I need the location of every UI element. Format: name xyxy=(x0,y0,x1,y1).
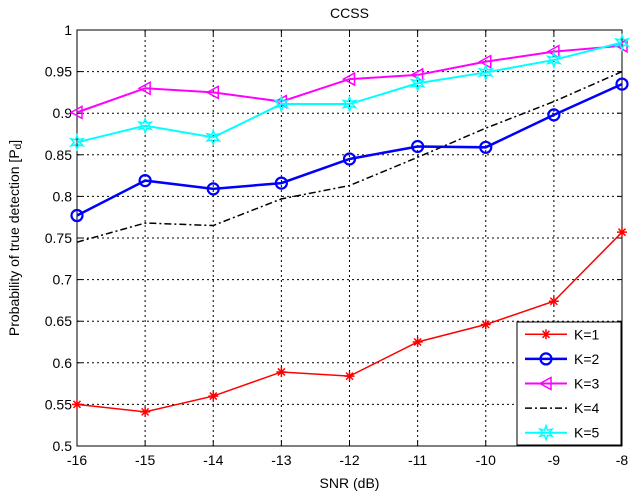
y-axis-label: Probability of true detection [Pd] xyxy=(6,140,24,336)
data-point xyxy=(548,296,559,307)
legend: K=1 K=2 K=3 K=4 K=5 xyxy=(516,321,622,446)
x-axis-label: SNR (dB) xyxy=(320,475,380,491)
y-tick-label: 0.8 xyxy=(53,188,73,204)
legend-label: K=5 xyxy=(574,425,600,441)
y-tick-label: 0.75 xyxy=(45,230,72,246)
data-point xyxy=(545,50,562,70)
data-point xyxy=(205,85,219,100)
data-point xyxy=(206,182,220,196)
x-tick-label: -13 xyxy=(271,452,291,468)
x-tick-label: -8 xyxy=(616,452,629,468)
y-tick-label: 0.7 xyxy=(53,272,73,288)
data-point xyxy=(411,139,425,154)
legend-item: K=3 xyxy=(525,376,600,392)
legend-marker xyxy=(539,352,553,366)
legend-label: K=3 xyxy=(574,376,600,392)
x-tick-label: -15 xyxy=(135,452,155,468)
series-line xyxy=(76,70,623,243)
data-point xyxy=(613,33,631,52)
legend-marker xyxy=(537,423,555,443)
x-tick-label: -10 xyxy=(476,452,496,468)
y-tick-label: 0.55 xyxy=(45,396,72,412)
series-line xyxy=(76,41,623,144)
data-point xyxy=(273,94,290,114)
legend-item: K=5 xyxy=(525,423,600,443)
data-point xyxy=(479,140,493,154)
chart-title: CCSS xyxy=(330,5,369,21)
data-point xyxy=(274,176,288,190)
data-point xyxy=(137,116,154,136)
data-point xyxy=(342,152,357,166)
data-point xyxy=(341,94,358,114)
data-point xyxy=(412,337,423,347)
y-tick-label: 0.65 xyxy=(45,313,72,329)
data-point xyxy=(276,366,287,377)
data-point xyxy=(137,80,151,96)
y-axis-label-main: Probability of true detection [P xyxy=(6,149,22,336)
data-point xyxy=(205,128,222,147)
data-point xyxy=(409,73,426,93)
y-tick-label: 1 xyxy=(64,22,72,38)
x-tick-label: -9 xyxy=(548,452,561,468)
data-point xyxy=(344,371,355,382)
data-point xyxy=(70,208,84,223)
data-point xyxy=(480,319,491,330)
series-line xyxy=(76,82,623,217)
data-point xyxy=(140,406,151,417)
data-point xyxy=(68,132,86,152)
x-tick-label: -16 xyxy=(67,452,87,468)
data-point xyxy=(138,173,152,188)
y-tick-label: 0.5 xyxy=(53,438,73,454)
data-point xyxy=(341,71,356,87)
y-axis-label-end: ] xyxy=(6,140,22,144)
series-line xyxy=(76,44,623,114)
series-2 xyxy=(70,77,629,223)
legend-marker xyxy=(541,329,551,340)
data-point xyxy=(208,391,219,402)
legend-label: K=4 xyxy=(574,400,600,416)
y-tick-label: 0.6 xyxy=(53,355,73,371)
series-5 xyxy=(68,33,631,152)
legend-item: K=2 xyxy=(525,351,600,367)
legend-label: K=2 xyxy=(574,351,600,367)
series-group xyxy=(68,33,631,417)
data-point xyxy=(69,105,83,120)
data-point xyxy=(615,77,629,91)
legend-marker xyxy=(538,376,552,391)
y-tick-label: 0.85 xyxy=(45,147,72,163)
x-tick-label: -11 xyxy=(408,452,427,468)
x-tick-label: -14 xyxy=(203,452,223,468)
data-point xyxy=(72,399,82,410)
series-1 xyxy=(72,227,627,417)
series-4 xyxy=(76,70,623,243)
axis-ticks: -16 -15 -14 -13 -12 -11 -10 -9 -8 0.5 0.55 0.6 0.65 0… xyxy=(45,22,629,468)
y-tick-label: 0.9 xyxy=(53,105,73,121)
data-point xyxy=(617,227,627,238)
data-point xyxy=(477,63,494,82)
legend-item: K=4 xyxy=(525,400,600,416)
data-point xyxy=(547,108,561,122)
x-tick-label: -12 xyxy=(339,452,359,468)
legend-label: K=1 xyxy=(574,326,600,342)
legend-item: K=1 xyxy=(525,326,600,342)
y-tick-label: 0.95 xyxy=(45,64,72,80)
y-axis-label-subscript: d xyxy=(13,144,24,150)
